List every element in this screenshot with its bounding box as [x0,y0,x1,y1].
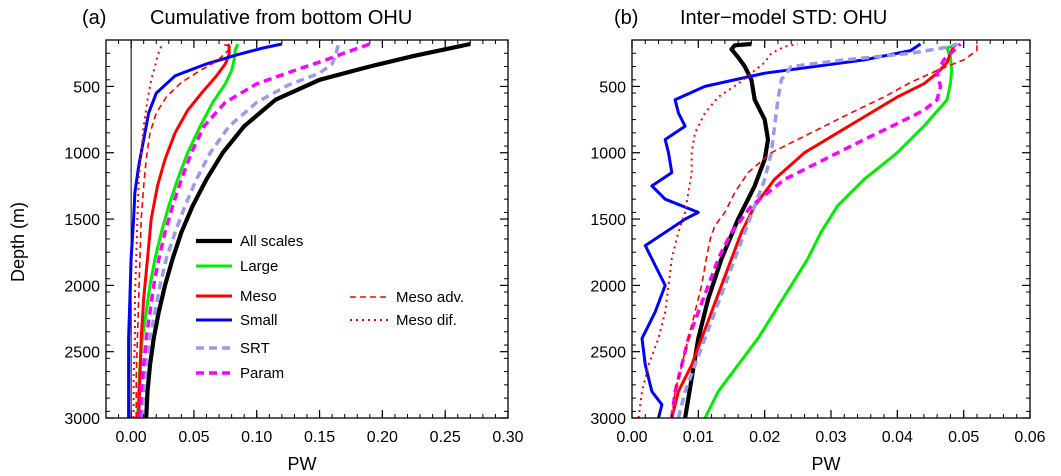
x-tick-label: 0.02 [749,429,780,446]
legend-label: Meso dif. [396,312,457,329]
x-tick-label: 0.20 [367,429,398,446]
panel-a-label: (a) [82,7,106,29]
series-line-meso-adv [671,44,978,418]
x-tick-label: 0.10 [241,429,272,446]
x-tick-label: 0.03 [815,429,846,446]
y-tick-label: 2000 [64,278,100,295]
series-line-all-scales [144,41,471,418]
y-tick-label: 3000 [590,411,626,428]
x-tick-label: 0.06 [1014,429,1045,446]
x-tick-label: 0.15 [304,429,335,446]
panel-a-ylabel: Depth (m) [8,202,28,282]
panel-b-title: Inter−model STD: OHU [680,7,887,29]
y-tick-label: 3000 [64,411,100,428]
series-line-srt [140,43,341,418]
x-tick-label: 0.00 [116,429,147,446]
y-tick-label: 1500 [64,212,100,229]
series-line-small [640,42,922,418]
series-line-meso-dif [637,43,798,418]
legend-label: All scales [240,233,303,250]
y-tick-label: 2000 [590,278,626,295]
legend-label: Param [240,365,284,382]
panel-a-cumulative-ohu: (a) Cumulative from bottom OHU PW Depth … [8,7,524,474]
x-tick-label: 0.30 [492,429,523,446]
y-tick-label: 2500 [590,345,626,362]
x-tick-label: 0.00 [616,429,647,446]
panel-b-xlabel: PW [812,454,841,474]
series-line-meso [670,42,958,418]
series-line-param [670,42,962,418]
y-tick-label: 1500 [590,212,626,229]
legend-label: Meso [240,288,277,305]
series-line-meso-adv [135,43,233,418]
x-tick-label: 0.25 [430,429,461,446]
panel-b-intermodel-std: (b) Inter−model STD: OHU PW 0.00 0.01 0.02… [590,7,1045,474]
panel-a-xlabel: PW [288,454,317,474]
y-tick-label: 2500 [64,345,100,362]
panel-a-title: Cumulative from bottom OHU [150,7,412,29]
y-tick-label: 500 [599,79,626,96]
x-tick-label: 0.01 [683,429,714,446]
y-tick-label: 1000 [64,146,100,163]
series-lines [127,41,471,418]
series-lines [637,41,978,418]
legend-label: Small [240,312,278,329]
y-tick-label: 1000 [590,146,626,163]
x-tick-label: 0.05 [178,429,209,446]
series-line-srt [676,42,958,418]
x-tick-label: 0.04 [882,429,913,446]
legend-label: Meso adv. [396,289,464,306]
legend-label: Large [240,258,278,275]
series-line-param [138,42,371,418]
series-line-all-scales [683,41,771,418]
x-tick-label: 0.05 [948,429,979,446]
series-line-large [703,42,958,418]
y-tick-label: 500 [73,79,100,96]
legend-label: SRT [240,340,270,357]
legend: All scales Large Meso Small SRT Param Meso adv… [196,233,464,382]
panel-b-label: (b) [614,7,638,29]
series-line-meso-dif [132,43,164,418]
